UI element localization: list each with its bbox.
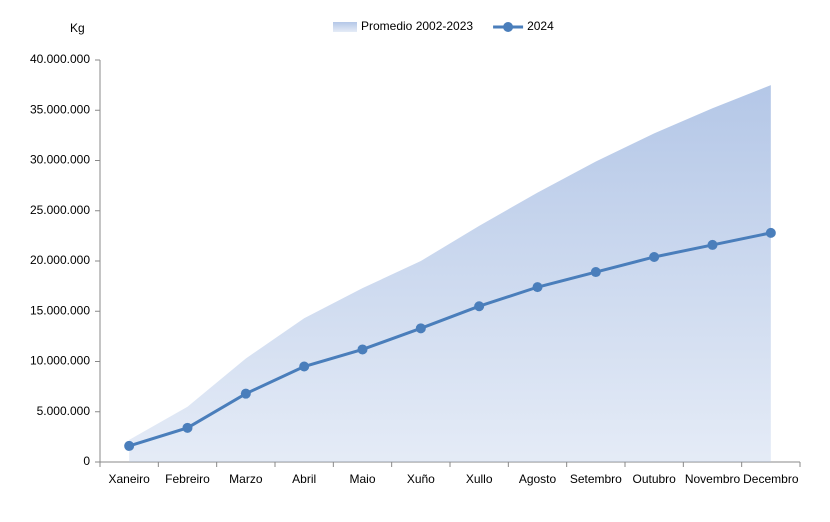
marker — [707, 239, 718, 250]
y-tick-label: 15.000.000 — [30, 303, 90, 317]
legend-swatch — [333, 22, 357, 32]
x-tick-label: Marzo — [229, 472, 263, 486]
marker — [765, 227, 776, 238]
x-tick-label: Novembro — [685, 472, 741, 486]
x-tick-label: Xullo — [466, 472, 493, 486]
y-tick-label: 5.000.000 — [37, 404, 91, 418]
x-tick-label: Xuño — [407, 472, 435, 486]
marker — [357, 344, 368, 355]
legend-label: 2024 — [527, 19, 554, 33]
x-tick-label: Xaneiro — [108, 472, 150, 486]
x-tick-label: Maio — [349, 472, 375, 486]
marker — [240, 388, 251, 399]
marker — [590, 267, 601, 278]
x-tick-label: Abril — [292, 472, 316, 486]
y-axis-label: Kg — [70, 21, 85, 35]
y-tick-label: 25.000.000 — [30, 203, 90, 217]
marker — [299, 361, 310, 372]
x-tick-label: Setembro — [570, 472, 622, 486]
marker — [532, 282, 543, 293]
marker — [124, 440, 135, 451]
marker — [649, 251, 660, 262]
marker — [415, 323, 426, 334]
x-tick-label: Decembro — [743, 472, 799, 486]
marker — [474, 301, 485, 312]
y-tick-label: 20.000.000 — [30, 253, 90, 267]
y-tick-label: 35.000.000 — [30, 102, 90, 116]
x-tick-label: Agosto — [519, 472, 557, 486]
legend-label: Promedio 2002-2023 — [361, 19, 473, 33]
y-tick-label: 40.000.000 — [30, 52, 90, 66]
area — [129, 85, 771, 462]
y-tick-label: 30.000.000 — [30, 153, 90, 167]
y-tick-label: 10.000.000 — [30, 354, 90, 368]
marker — [182, 422, 193, 433]
legend-marker — [503, 22, 514, 32]
x-tick-label: Febreiro — [165, 472, 210, 486]
line — [128, 231, 772, 448]
y-tick-label: 0 — [83, 454, 90, 468]
x-tick-label: Outubro — [632, 472, 676, 486]
